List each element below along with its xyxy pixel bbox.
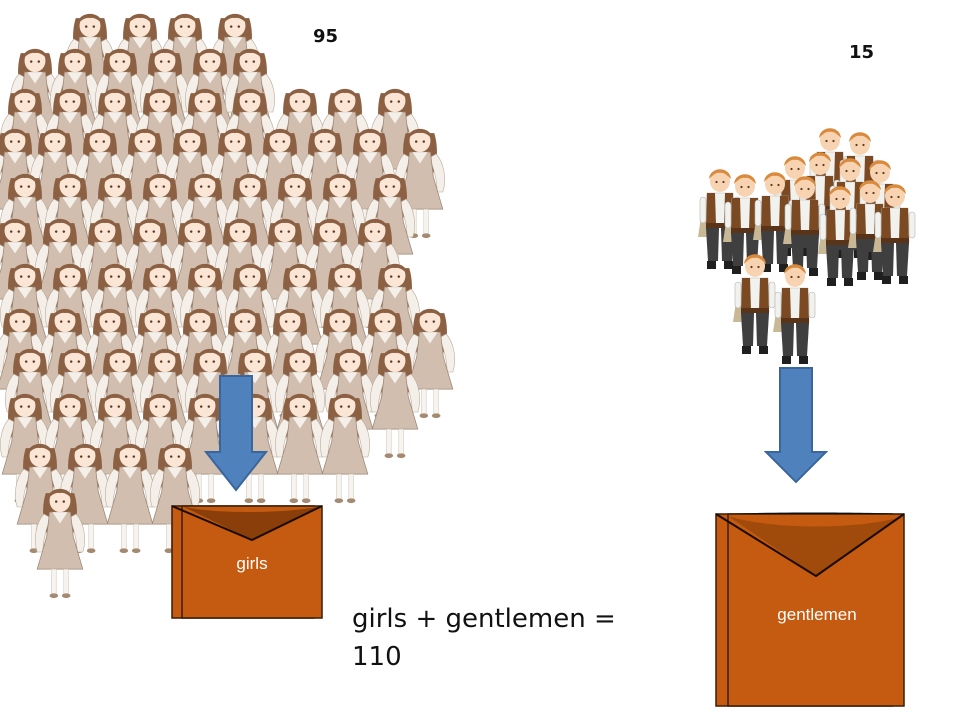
girls-envelope-box-icon xyxy=(171,505,323,619)
girls-box-label: girls xyxy=(236,554,268,573)
gentlemen-count-label: 15 xyxy=(849,42,875,63)
equation-text: girls + gentlemen = 110 xyxy=(352,600,616,676)
gentlemen-box-label: gentlemen xyxy=(777,605,857,624)
gentlemen-envelope-box-icon xyxy=(715,512,905,707)
equation-line-2: 110 xyxy=(352,642,402,672)
girls-count-label: 95 xyxy=(313,26,339,47)
gentleman-figure xyxy=(772,263,816,365)
girls-down-arrow-icon xyxy=(204,375,268,492)
gentlemen-down-arrow-icon xyxy=(764,367,828,484)
equation-line-1: girls + gentlemen = xyxy=(352,604,616,634)
